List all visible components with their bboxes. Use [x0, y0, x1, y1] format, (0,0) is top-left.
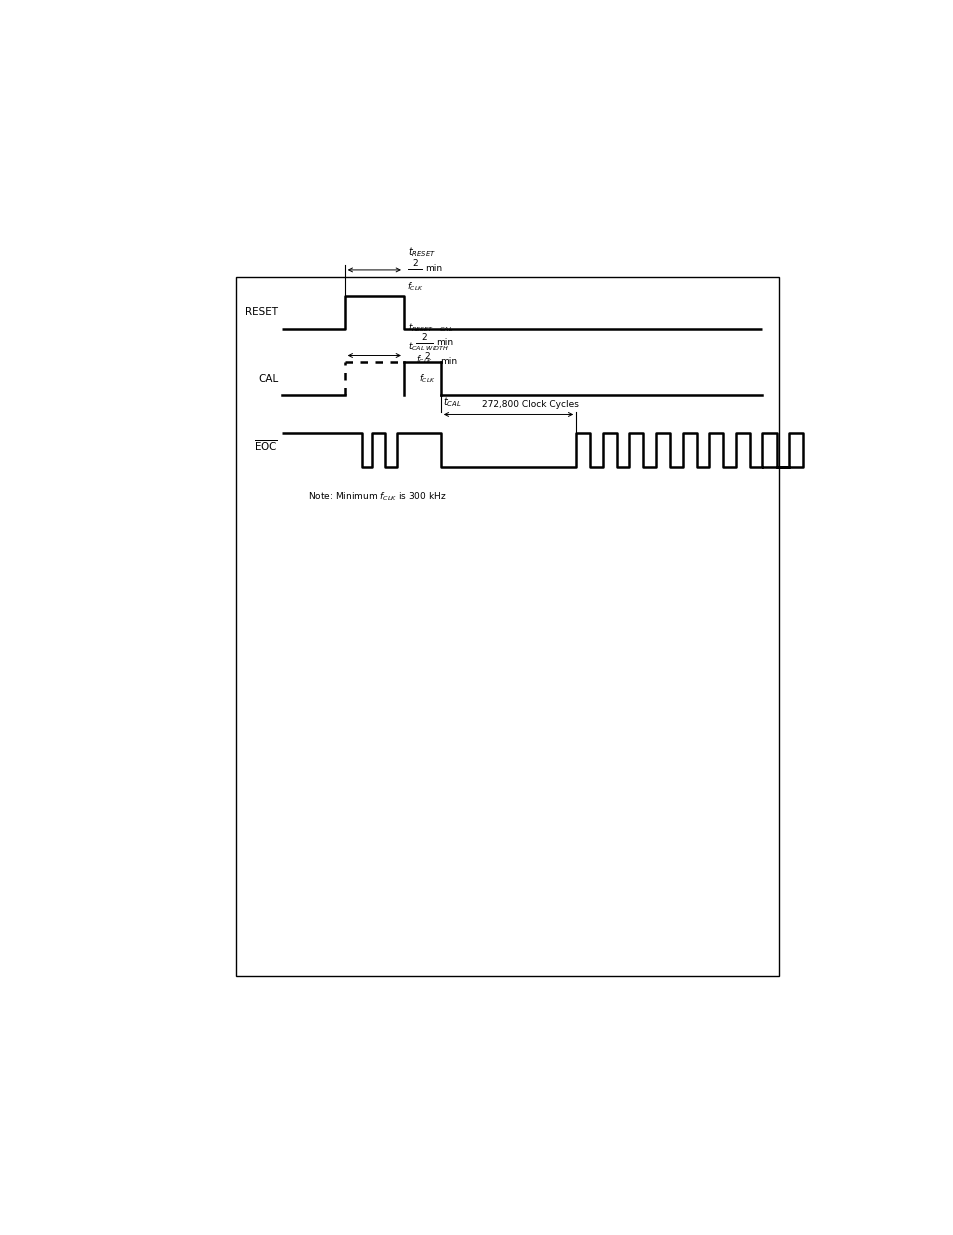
Text: 2: 2: [424, 352, 430, 361]
Text: $t_{CAL}$: $t_{CAL}$: [442, 395, 461, 409]
Text: RESET: RESET: [245, 308, 278, 317]
Text: $t_{CAL\ WIDTH}$: $t_{CAL\ WIDTH}$: [407, 340, 448, 353]
Text: CAL: CAL: [257, 374, 278, 384]
Text: $\overline{\rm EOC}$: $\overline{\rm EOC}$: [254, 438, 278, 453]
Text: 2: 2: [420, 333, 426, 342]
Text: Note: Minimum $f_{CLK}$ is 300 kHz: Note: Minimum $f_{CLK}$ is 300 kHz: [308, 490, 446, 503]
Text: $t_{RESET-CAL}$: $t_{RESET-CAL}$: [407, 321, 453, 333]
FancyBboxPatch shape: [235, 277, 779, 976]
Text: min: min: [436, 337, 453, 347]
Text: min: min: [425, 264, 442, 273]
Text: $t_{RESET}$: $t_{RESET}$: [407, 245, 436, 258]
Text: $f_{CLK}$: $f_{CLK}$: [406, 280, 423, 293]
Text: 272,800 Clock Cycles: 272,800 Clock Cycles: [482, 400, 578, 409]
Text: $f_{CLK}$: $f_{CLK}$: [416, 353, 432, 366]
Text: 2: 2: [412, 259, 417, 268]
Text: $f_{CLK}$: $f_{CLK}$: [418, 373, 436, 385]
Text: min: min: [439, 357, 456, 366]
